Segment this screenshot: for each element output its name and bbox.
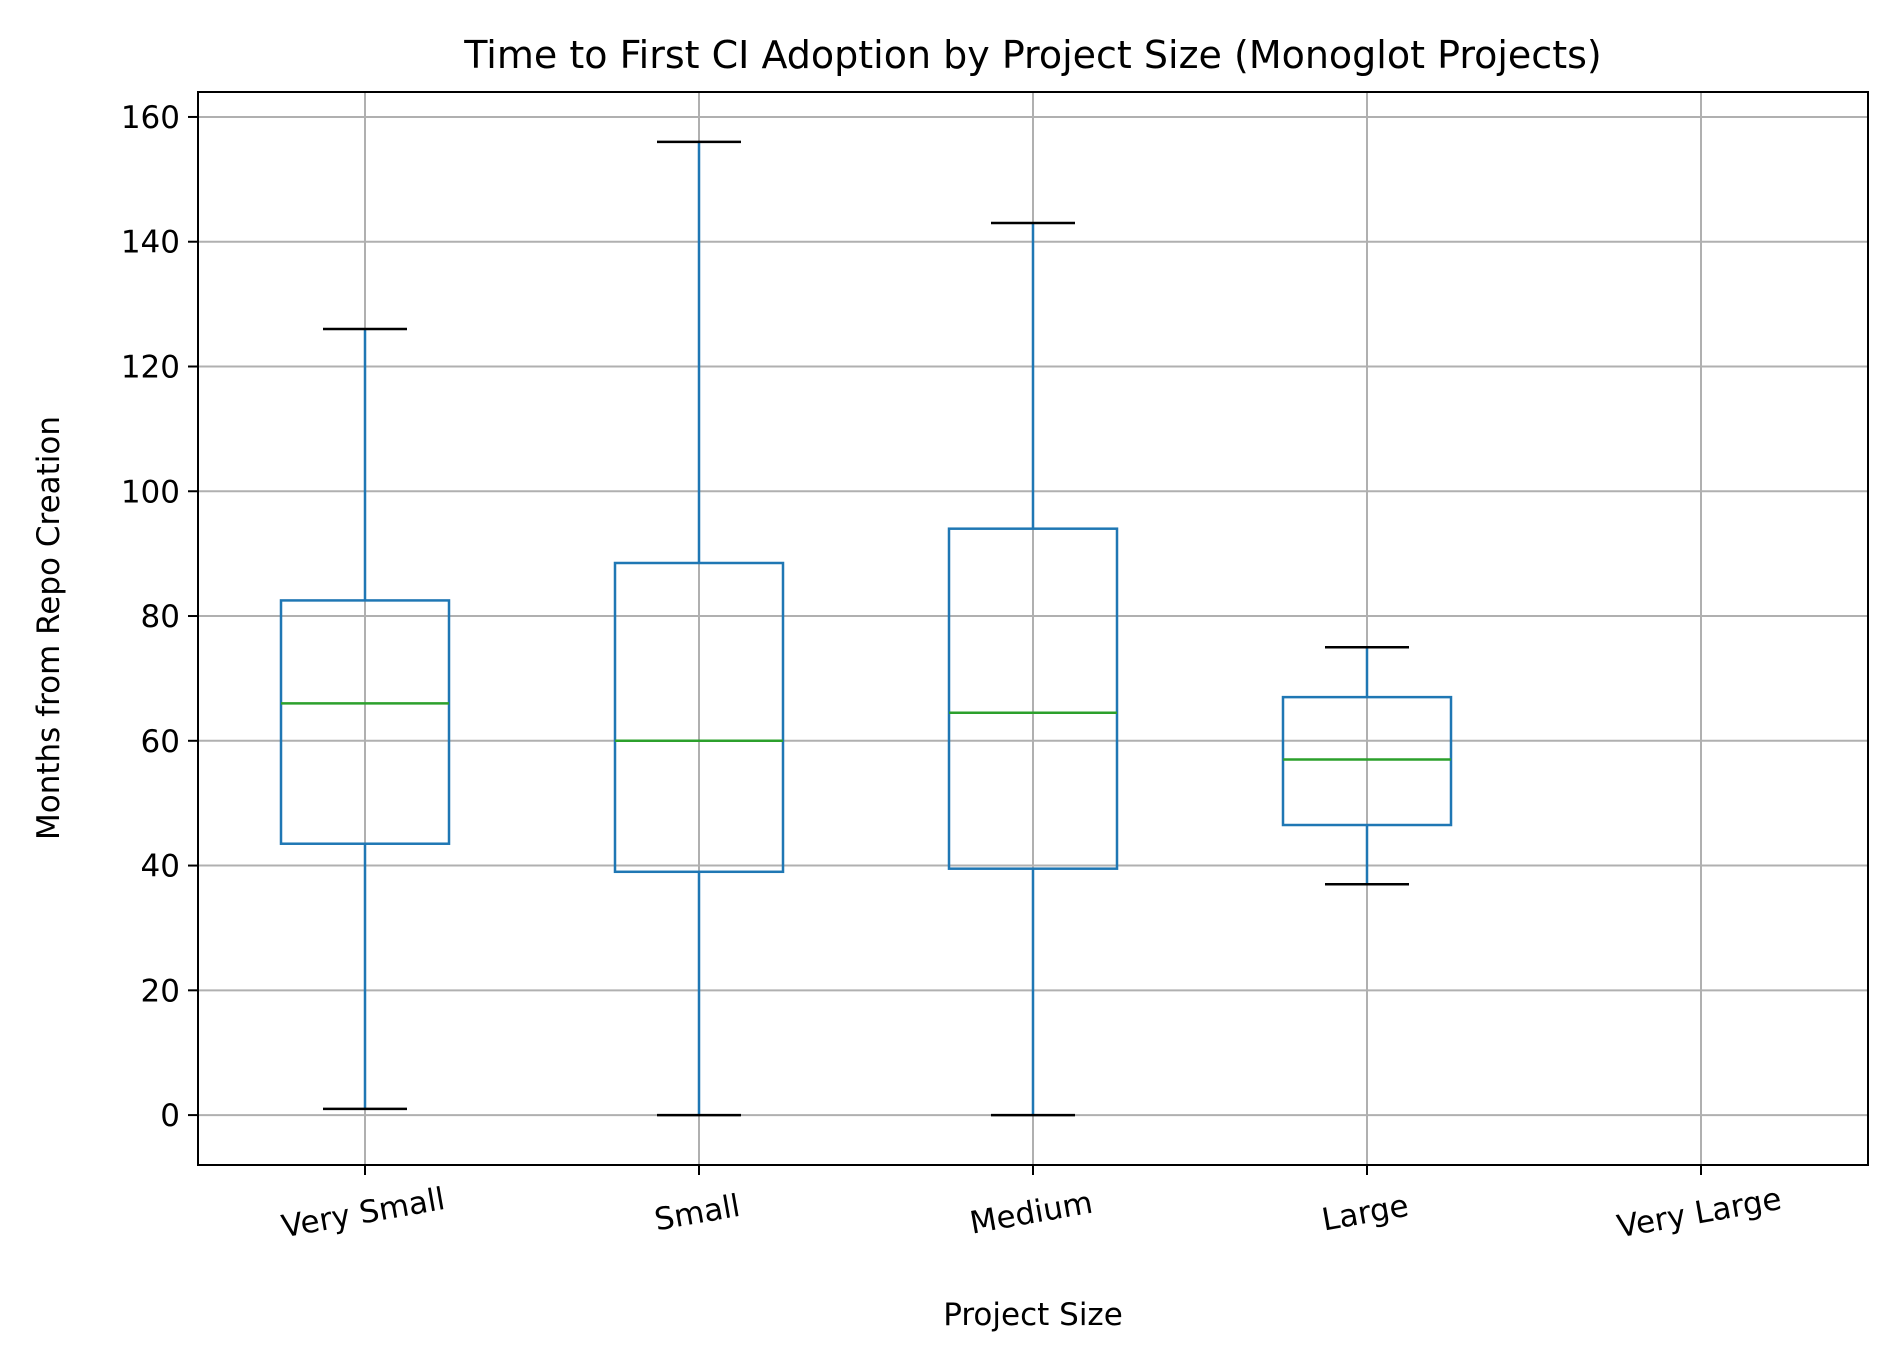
- chart-title: Time to First CI Adoption by Project Siz…: [463, 33, 1601, 77]
- box-group: [613, 140, 785, 1117]
- y-tick-label: 140: [121, 225, 180, 261]
- box-group: [1281, 645, 1453, 886]
- y-tick-label: 0: [160, 1098, 180, 1134]
- y-tick-label: 100: [121, 474, 180, 510]
- iqr-box: [947, 527, 1119, 870]
- y-tick-label: 40: [141, 849, 180, 885]
- y-tick-label: 20: [141, 973, 180, 1009]
- x-axis-label: Project Size: [943, 1297, 1123, 1333]
- y-tick-label: 120: [121, 349, 180, 385]
- y-tick-label: 80: [141, 599, 180, 635]
- box-group: [947, 221, 1119, 1117]
- box-layer: [279, 140, 1453, 1117]
- box-group: [279, 327, 451, 1111]
- iqr-box: [279, 599, 451, 845]
- y-axis-label: Months from Repo Creation: [31, 416, 67, 840]
- iqr-box: [1281, 695, 1453, 827]
- iqr-box: [613, 561, 785, 874]
- y-tick-label: 60: [141, 724, 180, 760]
- y-tick-label: 160: [121, 100, 180, 136]
